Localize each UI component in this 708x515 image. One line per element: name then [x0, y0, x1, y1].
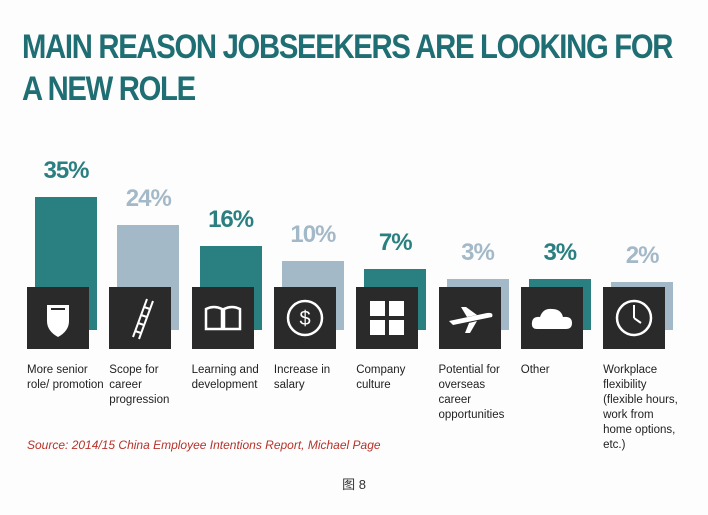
- icon: [204, 305, 241, 331]
- chart-title: MAIN REASON JOBSEEKERS ARE LOOKING FOR A…: [22, 28, 673, 108]
- category-label: Scope for career progression: [109, 364, 170, 406]
- icon-box: [356, 287, 419, 349]
- category-label: Workplace flexibility (flexible hours, w…: [603, 364, 678, 451]
- category-label: Other: [520, 364, 550, 376]
- svg-text:$: $: [299, 308, 310, 330]
- icon-box: [191, 287, 254, 349]
- caption: 图 8: [342, 477, 366, 492]
- icon-box: [603, 287, 666, 349]
- icon-box: $: [273, 287, 336, 349]
- icon-box: [27, 287, 89, 349]
- category-label: Learning and development: [191, 364, 259, 391]
- icon-box: [438, 287, 501, 349]
- value-label: 3%: [543, 238, 577, 266]
- category-label: Increase in salary: [273, 364, 331, 391]
- icon-box: [520, 287, 583, 349]
- category-label: Company culture: [356, 364, 406, 391]
- icon: [132, 298, 155, 340]
- value-label: 16%: [208, 205, 254, 233]
- icon: $: [286, 299, 324, 337]
- icon: [370, 301, 405, 335]
- source: Source: 2014/15 China Employee Intention…: [27, 438, 381, 452]
- value-label: 3%: [461, 238, 495, 266]
- icon: [47, 305, 69, 337]
- category-label: Potential for overseas career opportunit…: [438, 364, 505, 421]
- icon: [531, 308, 572, 329]
- category-label: More senior role/ promotion: [27, 364, 104, 391]
- value-label: 7%: [378, 228, 413, 256]
- value-label: 24%: [125, 185, 172, 213]
- icon-box: [109, 287, 172, 349]
- icon: [615, 299, 653, 337]
- value-label: 2%: [625, 241, 660, 269]
- value-label: 10%: [290, 221, 336, 249]
- icon: [448, 307, 492, 333]
- value-label: 35%: [43, 157, 89, 185]
